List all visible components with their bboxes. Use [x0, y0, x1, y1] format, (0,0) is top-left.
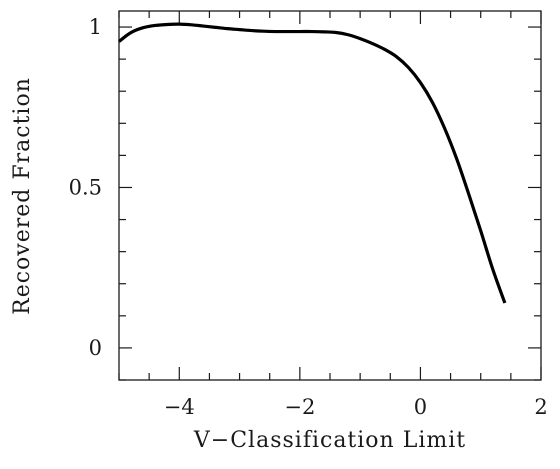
y-tick-label: 0: [89, 336, 102, 360]
plot-frame: [118, 10, 542, 381]
x-axis-label: V−Classification Limit: [193, 428, 466, 453]
series-line-0: [118, 22, 507, 304]
y-axis-label: Recovered Fraction: [10, 77, 35, 315]
x-tick-label: 2: [534, 395, 547, 419]
y-tick-labels: 00.51: [69, 15, 102, 360]
x-tick-label: 0: [414, 395, 427, 419]
y-tick-label: 1: [89, 15, 102, 39]
x-tick-label: −4: [164, 395, 195, 419]
series-group: [118, 22, 507, 304]
x-tick-labels: −4 −2 0 2: [164, 395, 548, 419]
y-tick-label: 0.5: [69, 175, 102, 199]
x-tick-label: −2: [284, 395, 315, 419]
tick-marks: [118, 11, 542, 381]
